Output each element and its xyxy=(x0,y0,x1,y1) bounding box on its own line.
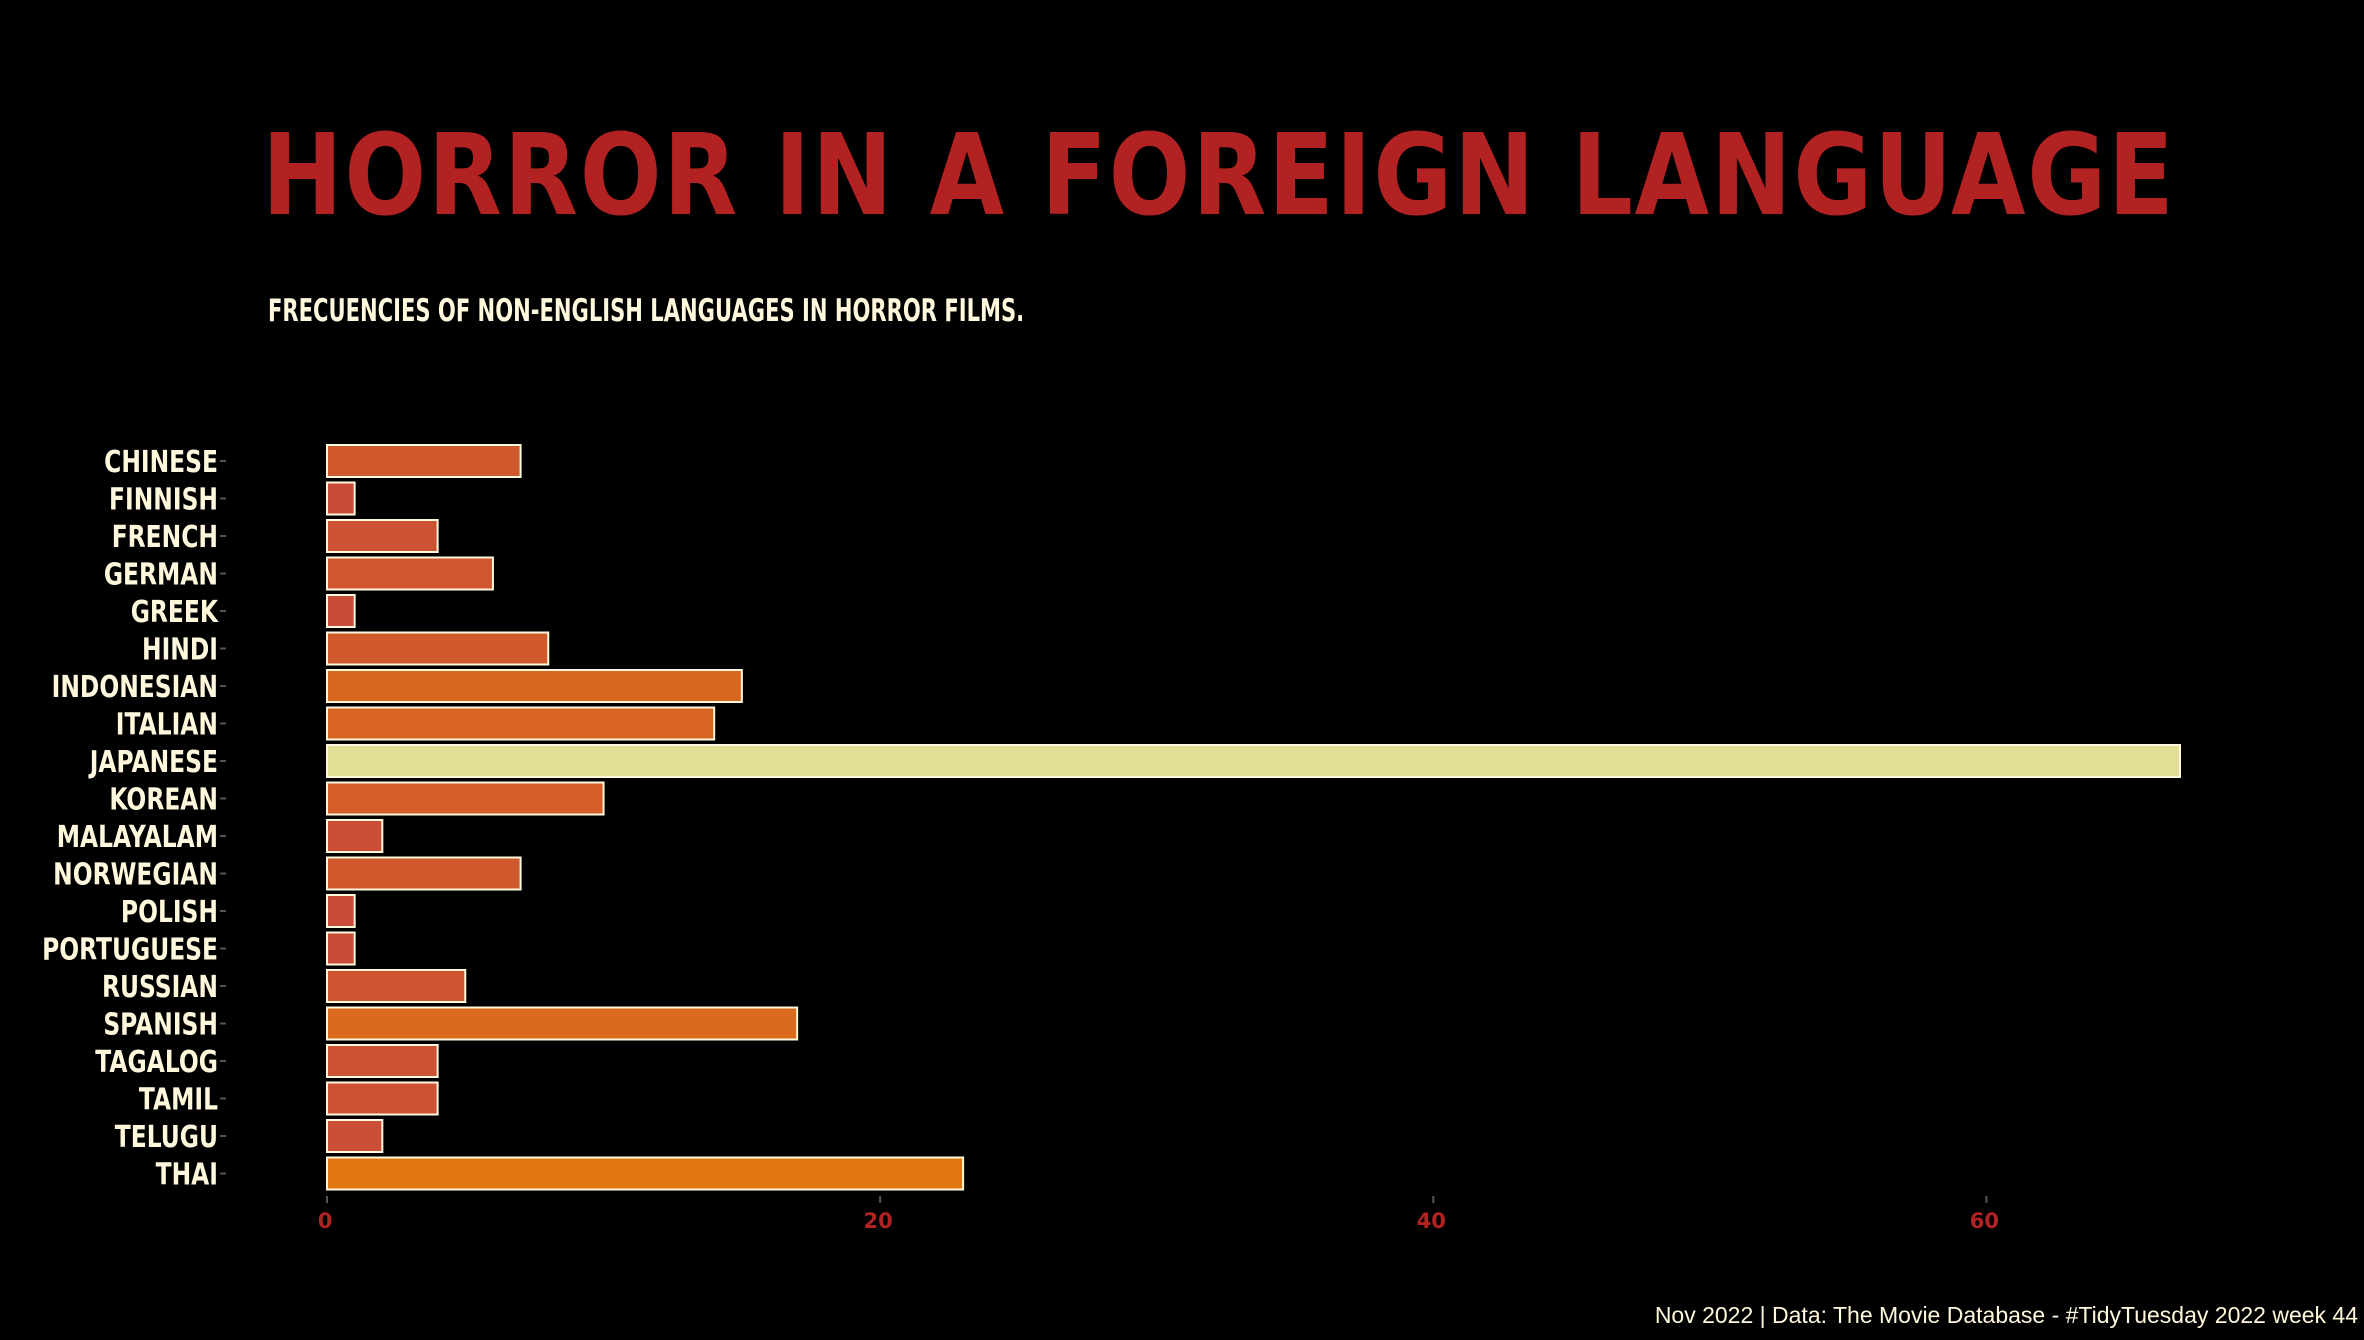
bar-portuguese xyxy=(326,931,356,966)
bar-hindi xyxy=(326,631,550,666)
category-label: TAMIL xyxy=(139,1083,218,1118)
bar-thai xyxy=(326,1156,965,1191)
category-label: THAI xyxy=(156,1158,218,1193)
category-label: INDONESIAN xyxy=(52,670,218,705)
category-label: GERMAN xyxy=(104,558,218,593)
category-label: FINNISH xyxy=(109,483,218,518)
bar-tamil xyxy=(326,1081,439,1116)
bar-russian xyxy=(326,969,467,1003)
category-label: CHINESE xyxy=(104,445,218,480)
bars xyxy=(326,444,2181,1191)
x-tick-label: 40 xyxy=(1417,1209,1446,1233)
bar-spanish xyxy=(326,1006,799,1041)
x-tick-label: 0 xyxy=(318,1209,333,1233)
bar-polish xyxy=(326,894,356,928)
bar-norwegian xyxy=(326,856,522,891)
bar-malayalam xyxy=(326,819,384,853)
bar-german xyxy=(326,556,494,591)
bar-greek xyxy=(326,594,356,628)
bar-finnish xyxy=(326,481,356,516)
bar-indonesian xyxy=(326,669,743,703)
category-label: TELUGU xyxy=(115,1120,218,1155)
chart-caption: Nov 2022 | Data: The Movie Database - #T… xyxy=(1654,1302,2358,1328)
category-label: MALAYALAM xyxy=(57,820,218,855)
category-label: ITALIAN xyxy=(116,708,218,743)
category-label: JAPANESE xyxy=(88,745,218,780)
y-axis-labels: CHINESEFINNISHFRENCHGERMANGREEKHINDIINDO… xyxy=(42,445,219,1192)
category-label: FRENCH xyxy=(112,520,218,555)
bar-japanese xyxy=(326,744,2181,778)
category-label: TAGALOG xyxy=(95,1045,218,1080)
category-label: POLISH xyxy=(121,895,218,930)
category-label: PORTUGUESE xyxy=(42,933,218,968)
bar-chinese xyxy=(326,444,522,478)
category-label: SPANISH xyxy=(103,1008,218,1043)
category-label: HINDI xyxy=(142,633,218,668)
x-tick-label: 20 xyxy=(864,1209,893,1233)
category-label: GREEK xyxy=(131,595,219,630)
bar-korean xyxy=(326,781,605,816)
y-axis-ticks xyxy=(220,460,226,1175)
category-label: KOREAN xyxy=(109,783,218,818)
x-axis: 0 20 40 60 xyxy=(318,1196,1999,1233)
category-label: RUSSIAN xyxy=(102,970,218,1005)
x-tick-label: 60 xyxy=(1970,1209,1999,1233)
bar-telugu xyxy=(326,1119,384,1153)
bar-tagalog xyxy=(326,1044,439,1078)
chart-subtitle: Frecuencies of non-English languages in … xyxy=(268,293,1025,329)
bar-french xyxy=(326,519,439,553)
bar-italian xyxy=(326,706,716,741)
category-label: NORWEGIAN xyxy=(53,858,218,893)
chart-title: Horror in a foreign language xyxy=(262,111,2176,241)
